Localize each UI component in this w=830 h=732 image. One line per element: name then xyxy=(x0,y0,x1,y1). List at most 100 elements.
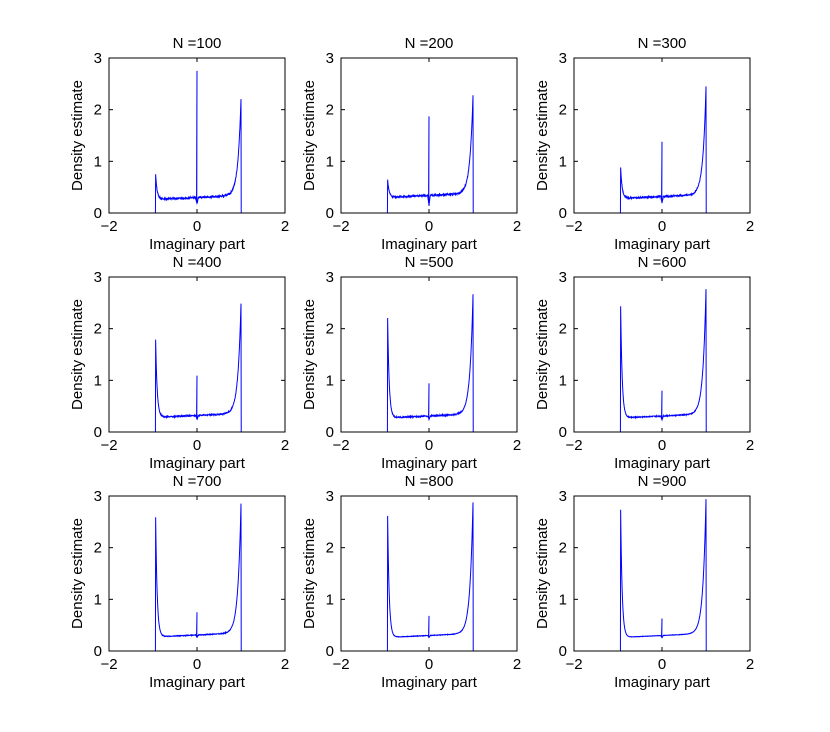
y-tick-label: 3 xyxy=(94,269,102,286)
y-tick-label: 1 xyxy=(326,372,334,389)
x-tick-label: 2 xyxy=(746,437,754,454)
subplot-title: N =100 xyxy=(173,35,222,52)
x-tick-label: 0 xyxy=(658,656,666,673)
y-tick-label: 3 xyxy=(326,50,334,67)
y-tick-label: 3 xyxy=(94,488,102,505)
y-axis-label: Density estimate xyxy=(301,80,318,191)
subplot-title: N =900 xyxy=(638,473,687,490)
y-tick-label: 1 xyxy=(94,372,102,389)
subplot-title: N =700 xyxy=(173,473,222,490)
y-tick-label: 0 xyxy=(559,205,567,222)
y-tick-label: 0 xyxy=(326,424,334,441)
series-line xyxy=(574,86,750,214)
x-axis-label: Imaginary part xyxy=(149,674,246,691)
x-tick-label: −2 xyxy=(100,218,117,235)
x-axis-label: Imaginary part xyxy=(149,236,246,253)
x-tick-label: −2 xyxy=(332,218,349,235)
y-axis-label: Density estimate xyxy=(534,518,551,629)
y-axis-label: Density estimate xyxy=(69,80,86,191)
x-tick-label: −2 xyxy=(565,656,582,673)
x-tick-label: 2 xyxy=(281,656,289,673)
series-line xyxy=(341,95,517,214)
subplot-title: N =300 xyxy=(638,35,687,52)
x-axis-label: Imaginary part xyxy=(614,455,711,472)
y-tick-label: 3 xyxy=(559,50,567,67)
y-axis-label: Density estimate xyxy=(69,299,86,410)
x-tick-label: 0 xyxy=(193,218,201,235)
x-tick-label: 2 xyxy=(281,218,289,235)
subplot-title: N =800 xyxy=(405,473,454,490)
x-axis-label: Imaginary part xyxy=(381,674,478,691)
x-tick-label: 2 xyxy=(513,656,521,673)
y-tick-label: 0 xyxy=(559,643,567,660)
y-tick-label: 3 xyxy=(559,488,567,505)
x-tick-label: −2 xyxy=(100,656,117,673)
y-tick-label: 0 xyxy=(94,424,102,441)
y-tick-label: 3 xyxy=(94,50,102,67)
x-tick-label: 0 xyxy=(193,437,201,454)
y-tick-label: 1 xyxy=(94,153,102,170)
y-axis-label: Density estimate xyxy=(69,518,86,629)
x-tick-label: 2 xyxy=(513,218,521,235)
x-tick-label: 2 xyxy=(513,437,521,454)
series-line xyxy=(341,502,517,652)
series-line xyxy=(109,503,285,652)
y-axis-label: Density estimate xyxy=(534,299,551,410)
y-tick-label: 2 xyxy=(94,102,102,119)
y-axis-label: Density estimate xyxy=(301,299,318,410)
x-axis-label: Imaginary part xyxy=(149,455,246,472)
y-tick-label: 0 xyxy=(94,643,102,660)
series-line xyxy=(574,499,750,652)
y-tick-label: 0 xyxy=(326,643,334,660)
x-tick-label: −2 xyxy=(332,437,349,454)
y-tick-label: 2 xyxy=(94,540,102,557)
x-axis-label: Imaginary part xyxy=(381,236,478,253)
subplot-title: N =200 xyxy=(405,35,454,52)
x-tick-label: 2 xyxy=(746,656,754,673)
y-axis-label: Density estimate xyxy=(534,80,551,191)
y-tick-label: 2 xyxy=(326,540,334,557)
y-tick-label: 0 xyxy=(94,205,102,222)
y-tick-label: 1 xyxy=(559,372,567,389)
y-tick-label: 3 xyxy=(559,269,567,286)
y-tick-label: 2 xyxy=(559,102,567,119)
x-tick-label: −2 xyxy=(332,656,349,673)
y-tick-label: 0 xyxy=(559,424,567,441)
y-tick-label: 1 xyxy=(326,153,334,170)
x-tick-label: 0 xyxy=(425,437,433,454)
x-tick-label: −2 xyxy=(565,437,582,454)
y-tick-label: 2 xyxy=(326,321,334,338)
x-tick-label: −2 xyxy=(100,437,117,454)
x-axis-label: Imaginary part xyxy=(614,236,711,253)
y-tick-label: 3 xyxy=(326,488,334,505)
y-tick-label: 2 xyxy=(94,321,102,338)
y-tick-label: 2 xyxy=(559,321,567,338)
subplot-title: N =600 xyxy=(638,254,687,271)
series-line xyxy=(109,70,285,214)
x-tick-label: −2 xyxy=(565,218,582,235)
y-tick-label: 1 xyxy=(559,591,567,608)
y-tick-label: 0 xyxy=(326,205,334,222)
series-line xyxy=(574,289,750,433)
x-axis-label: Imaginary part xyxy=(381,455,478,472)
x-tick-label: 2 xyxy=(281,437,289,454)
y-tick-label: 1 xyxy=(326,591,334,608)
series-line xyxy=(341,294,517,433)
y-tick-label: 1 xyxy=(559,153,567,170)
subplot-title: N =500 xyxy=(405,254,454,271)
y-tick-label: 3 xyxy=(326,269,334,286)
y-tick-label: 2 xyxy=(326,102,334,119)
x-tick-label: 0 xyxy=(658,437,666,454)
y-axis-label: Density estimate xyxy=(301,518,318,629)
subplot-title: N =400 xyxy=(173,254,222,271)
